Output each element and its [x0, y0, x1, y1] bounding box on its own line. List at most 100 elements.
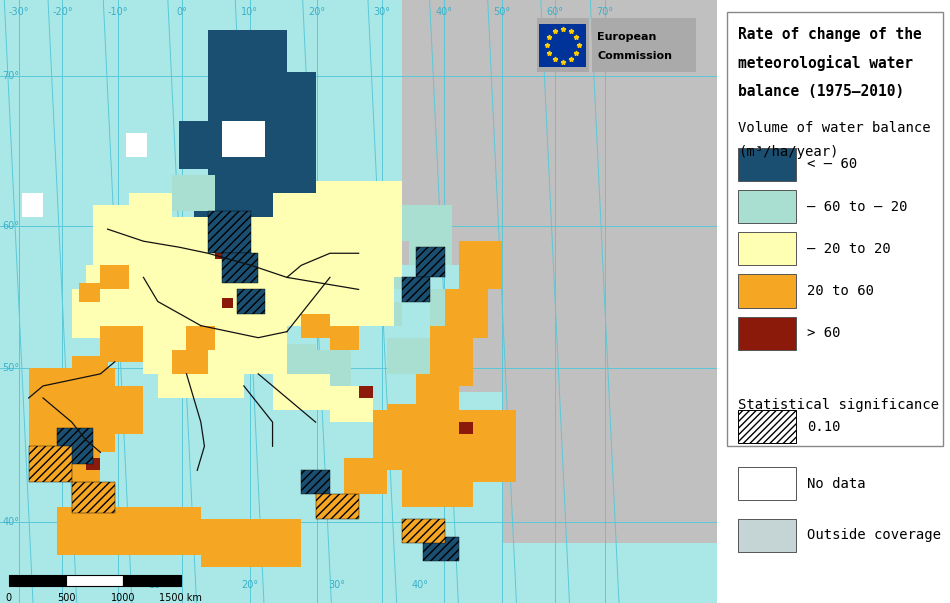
Text: 50°: 50° — [493, 7, 511, 17]
Bar — [301, 470, 330, 494]
Text: Volume of water balance: Volume of water balance — [738, 121, 931, 134]
Bar — [373, 302, 402, 326]
Bar — [416, 247, 445, 277]
Bar — [388, 404, 423, 434]
Bar — [129, 193, 172, 229]
Bar — [416, 531, 430, 543]
Bar — [738, 519, 796, 552]
Bar — [402, 277, 430, 302]
Text: 20°: 20° — [241, 580, 258, 590]
Text: 70°: 70° — [596, 7, 613, 17]
Bar — [237, 205, 287, 241]
Bar — [459, 422, 473, 434]
Bar — [208, 30, 287, 211]
Bar — [215, 314, 244, 338]
Bar — [388, 338, 430, 374]
Bar — [93, 205, 129, 265]
Bar — [402, 519, 445, 543]
Text: 20°: 20° — [309, 7, 326, 17]
Bar — [158, 229, 200, 265]
Text: 0°: 0° — [177, 7, 187, 17]
Bar — [28, 446, 72, 482]
Bar — [430, 326, 473, 386]
Bar — [22, 193, 43, 217]
Bar — [107, 217, 394, 326]
Text: 40°: 40° — [411, 580, 428, 590]
Bar — [222, 121, 265, 157]
Text: -30°: -30° — [9, 7, 28, 17]
Bar — [86, 458, 101, 470]
Text: 20 to 60: 20 to 60 — [808, 284, 874, 298]
Bar — [43, 446, 101, 482]
Text: 50°: 50° — [2, 363, 19, 373]
Text: 60°: 60° — [2, 221, 19, 230]
Bar — [416, 374, 459, 410]
Bar — [172, 350, 208, 374]
Bar — [540, 24, 586, 67]
Bar — [373, 410, 473, 470]
Text: 30°: 30° — [373, 7, 390, 17]
Bar — [101, 326, 143, 362]
Text: 1500 km: 1500 km — [160, 593, 202, 603]
Text: – 20 to 20: – 20 to 20 — [808, 242, 891, 256]
Bar — [79, 283, 101, 302]
Bar — [344, 458, 388, 494]
Bar — [315, 350, 352, 386]
Bar — [9, 575, 66, 586]
Text: Commission: Commission — [598, 51, 672, 61]
Text: (m³/ha/year): (m³/ha/year) — [738, 145, 839, 159]
Bar — [301, 314, 330, 338]
Bar — [459, 241, 502, 289]
Bar — [129, 241, 151, 265]
Text: balance (1975–2010): balance (1975–2010) — [738, 84, 904, 99]
Bar — [359, 181, 402, 253]
Text: 10°: 10° — [241, 7, 258, 17]
Bar — [502, 386, 717, 543]
Bar — [738, 148, 796, 181]
Text: < – 60: < – 60 — [808, 157, 858, 171]
Text: 30°: 30° — [329, 580, 346, 590]
Bar — [315, 494, 359, 519]
Bar — [430, 410, 517, 482]
Bar — [402, 0, 717, 265]
Bar — [738, 467, 796, 500]
Bar — [359, 253, 402, 289]
Bar — [330, 326, 359, 350]
Bar — [194, 181, 215, 217]
Text: 1000: 1000 — [111, 593, 136, 603]
Text: 70°: 70° — [2, 71, 19, 81]
Text: > 60: > 60 — [808, 326, 841, 340]
Bar — [402, 464, 473, 507]
Bar — [86, 265, 122, 308]
Bar — [222, 253, 258, 283]
Bar — [430, 289, 466, 326]
Text: meteorological water: meteorological water — [738, 55, 914, 72]
Bar — [200, 519, 301, 567]
Bar — [101, 265, 129, 289]
Text: 10°: 10° — [149, 580, 166, 590]
Bar — [388, 205, 416, 241]
Bar — [315, 181, 373, 277]
Text: 0: 0 — [6, 593, 11, 603]
Text: 0.10: 0.10 — [808, 420, 841, 434]
Bar — [66, 575, 124, 586]
Bar — [72, 482, 115, 513]
Bar — [101, 386, 143, 434]
Bar — [200, 241, 230, 265]
Text: 60°: 60° — [546, 7, 563, 17]
Bar — [186, 326, 215, 350]
Bar — [72, 356, 107, 386]
Text: Outside coverage: Outside coverage — [808, 528, 941, 542]
Bar — [72, 289, 115, 338]
Bar — [172, 175, 215, 211]
Bar — [237, 289, 265, 314]
Text: -10°: -10° — [107, 7, 128, 17]
Bar — [738, 317, 796, 350]
Bar — [57, 428, 93, 464]
Bar — [273, 72, 315, 193]
Bar — [222, 298, 233, 308]
Bar — [408, 205, 452, 265]
Text: Rate of change of the: Rate of change of the — [738, 27, 922, 42]
Bar — [186, 302, 208, 326]
Text: 40°: 40° — [435, 7, 452, 17]
